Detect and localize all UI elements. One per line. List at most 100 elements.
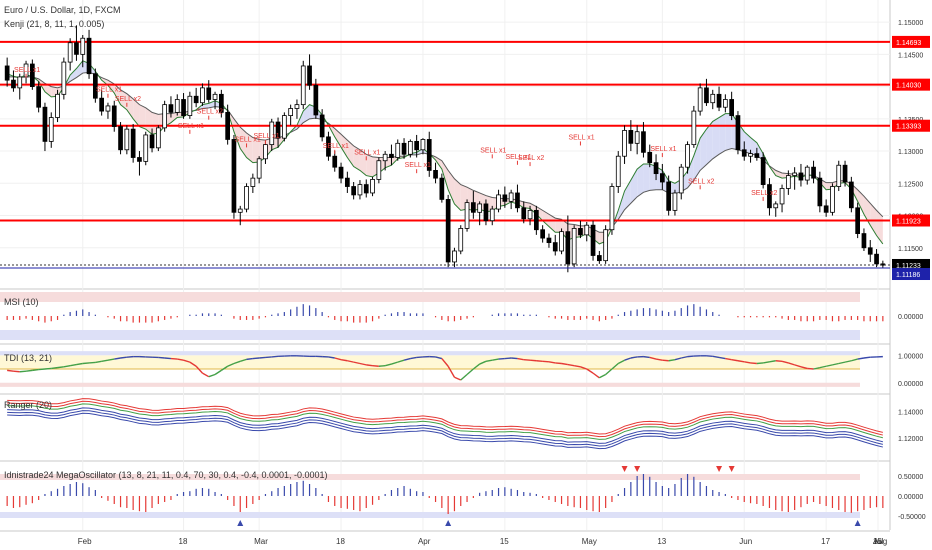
bullish-candle xyxy=(691,110,697,146)
bullish-candle xyxy=(269,121,275,146)
bearish-candle xyxy=(92,73,98,99)
mega-y-tick-label: -0.50000 xyxy=(898,514,926,521)
trend-cloud-segment xyxy=(719,113,726,155)
bearish-candle xyxy=(546,237,552,244)
x-tick-label: Aug xyxy=(873,537,887,546)
tdi-line-segment xyxy=(511,357,518,360)
trend-cloud-segment xyxy=(725,113,732,151)
level-price-tag xyxy=(892,78,930,91)
bullish-candle xyxy=(294,104,300,109)
tdi-line-segment xyxy=(57,366,64,369)
mega-y-tick-label: 0.00000 xyxy=(898,494,923,501)
trend-cloud-segment xyxy=(170,112,178,123)
tdi-upper-zone xyxy=(0,355,860,369)
bearish-candle xyxy=(861,233,867,249)
level-price-label: 1.13393 xyxy=(896,124,921,131)
bearish-candle xyxy=(817,177,823,207)
bearish-candle xyxy=(596,255,602,262)
trend-cloud-segment xyxy=(618,191,625,220)
trend-cloud-segment xyxy=(139,104,146,130)
bearish-candle xyxy=(867,247,873,255)
trend-cloud-segment xyxy=(523,201,531,209)
tdi-line-segment xyxy=(378,365,386,367)
tdi-line-segment xyxy=(454,376,462,381)
bearish-candle xyxy=(401,142,407,155)
ranger-band-line xyxy=(7,398,883,435)
tdi-line-segment xyxy=(737,360,745,363)
bearish-candle xyxy=(307,65,312,86)
bullish-candle xyxy=(80,37,86,55)
bullish-candle xyxy=(559,231,564,252)
bullish-candle xyxy=(722,99,728,108)
ranger-band-line xyxy=(7,410,883,447)
bullish-candle xyxy=(244,186,249,210)
bearish-candle xyxy=(118,126,123,151)
trend-cloud-segment xyxy=(876,210,883,244)
bearish-candle xyxy=(206,87,212,100)
bearish-candle xyxy=(168,104,174,113)
tdi-line-segment xyxy=(674,357,682,361)
trend-cloud-segment xyxy=(706,121,713,165)
tdi-line-segment xyxy=(548,361,556,364)
ranger-band-line xyxy=(7,407,883,444)
bullish-candle xyxy=(615,155,621,187)
bullish-candle xyxy=(48,117,54,142)
x-tick-label: 18 xyxy=(336,537,345,546)
bearish-candle xyxy=(137,157,142,162)
msi-y-tick-label: 0.00000 xyxy=(898,314,923,321)
tdi-line-segment xyxy=(555,362,562,365)
trend-cloud-segment xyxy=(76,60,83,78)
tdi-line-segment xyxy=(271,355,279,358)
bearish-candle xyxy=(439,177,445,200)
bearish-candle xyxy=(433,169,438,179)
bearish-candle xyxy=(218,93,224,113)
bearish-candle xyxy=(798,172,804,181)
tdi-line-segment xyxy=(372,365,379,367)
buy-arrow-marker xyxy=(445,520,452,526)
current-price-tag xyxy=(892,258,930,271)
tdi-line-segment xyxy=(731,358,739,362)
bearish-candle xyxy=(319,114,325,138)
tdi-line-segment xyxy=(851,358,858,362)
msi-overbought-band xyxy=(0,292,860,302)
tdi-pane-title: TDI (13, 21) xyxy=(4,353,53,363)
ranger-y-tick-label: 1.12000 xyxy=(898,436,923,443)
tdi-line-segment xyxy=(435,356,443,360)
x-tick-label: Mar xyxy=(254,537,268,546)
tdi-line-segment xyxy=(605,368,613,376)
tdi-line-segment xyxy=(88,361,96,364)
tdi-line-segment xyxy=(586,368,594,374)
bullish-candle xyxy=(685,144,690,168)
bullish-candle xyxy=(162,104,168,129)
bullish-candle xyxy=(527,209,533,220)
tdi-line-segment xyxy=(561,362,568,366)
x-tick-label: 15 xyxy=(873,537,882,546)
tdi-line-segment xyxy=(807,367,814,370)
bullish-candle xyxy=(256,158,262,179)
sell-signal-label: SELL x1 xyxy=(354,149,380,156)
trend-cloud-segment xyxy=(744,131,751,154)
tdi-line-segment xyxy=(504,357,512,360)
tdi-line-segment xyxy=(863,356,871,359)
bullish-candle xyxy=(420,139,426,151)
tdi-y-tick-label: 1.00000 xyxy=(898,353,923,360)
bearish-candle xyxy=(735,115,741,151)
bearish-candle xyxy=(111,105,117,127)
bearish-candle xyxy=(729,99,735,117)
tdi-line-segment xyxy=(744,361,751,364)
tdi-line-segment xyxy=(750,362,757,365)
tdi-line-segment xyxy=(460,373,468,381)
bearish-candle xyxy=(641,131,646,153)
x-tick-label: Jul xyxy=(873,537,883,546)
bullish-candle xyxy=(61,61,67,95)
bullish-candle xyxy=(124,128,130,151)
tdi-line-segment xyxy=(107,358,115,361)
bearish-candle xyxy=(326,136,331,157)
x-tick-label: May xyxy=(582,537,597,546)
bullish-candle xyxy=(804,166,810,181)
tdi-line-segment xyxy=(472,363,481,370)
x-tick-label: Apr xyxy=(418,537,431,546)
bearish-candle xyxy=(704,87,709,104)
tdi-line-segment xyxy=(44,367,52,370)
